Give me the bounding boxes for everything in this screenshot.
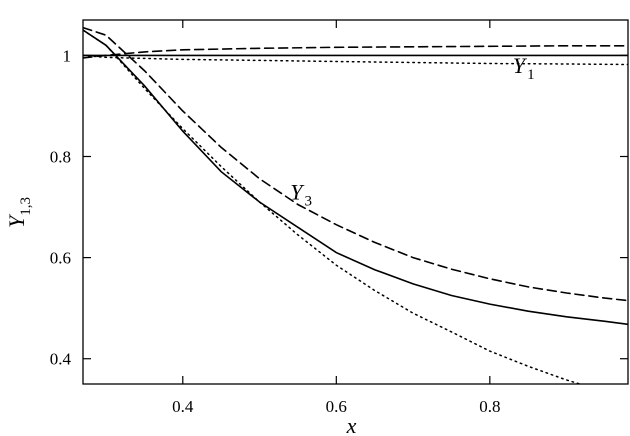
y-axis-label: Y1,3: [4, 197, 34, 228]
tick-layer: 0.4 0.6 0.8 0.4 0.6 0.8 1: [50, 20, 628, 416]
y-tick-label: 0.4: [50, 350, 72, 369]
series-line-y3-dashed: [83, 26, 628, 302]
y-tick-label: 0.6: [50, 249, 71, 268]
x-tick-label: 0.4: [172, 397, 194, 416]
x-tick-label: 0.8: [479, 397, 500, 416]
series-line-y3-solid: [83, 29, 628, 326]
y-tick-label: 0.8: [50, 148, 71, 167]
plot-frame: [82, 19, 629, 385]
y-tick-label: 1: [63, 46, 72, 65]
series-line-y1-dotted: [83, 54, 628, 66]
x-tick-label: 0.6: [326, 397, 347, 416]
series-line-y3-dotted: [83, 29, 583, 384]
series-layer: [83, 26, 628, 384]
label-layer: x Y1,3 Y 1 Y 3: [4, 53, 535, 436]
x-axis-label: x: [346, 413, 357, 436]
